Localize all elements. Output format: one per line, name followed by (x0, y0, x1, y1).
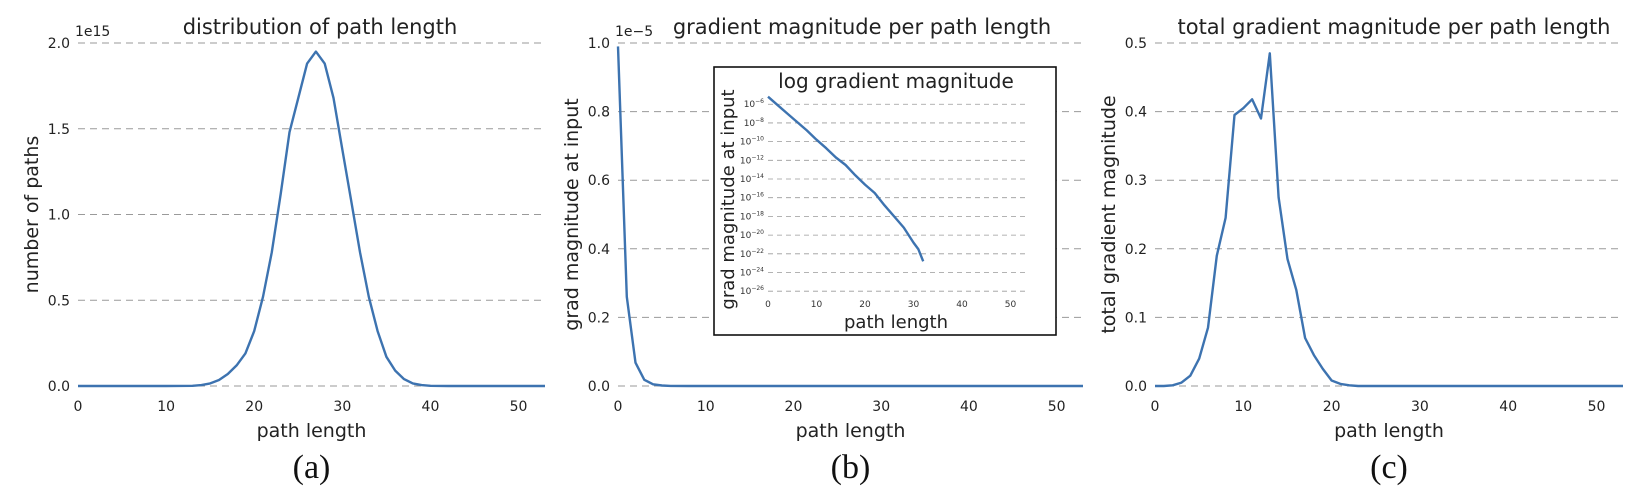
x-tick-label: 10 (157, 399, 175, 415)
x-tick-label: 20 (785, 399, 803, 415)
inset-y-axis-label: grad magnitude at input (718, 89, 739, 309)
inset-chart: 10−2610−2410−2210−2010−1810−1610−1410−12… (713, 66, 1057, 336)
panel-label: (a) (293, 449, 331, 486)
inset-title: log gradient magnitude (778, 69, 1014, 93)
y-tick-label: 1.0 (588, 36, 610, 52)
chart-title: distribution of path length (183, 15, 458, 39)
y-axis-multiplier: 1e−5 (615, 24, 653, 40)
x-tick-label: 30 (333, 399, 351, 415)
y-axis-label: number of paths (21, 136, 43, 294)
y-tick-label: 0.0 (48, 379, 70, 395)
x-tick-label: 20 (1323, 399, 1341, 415)
inset-x-tick-label: 50 (1005, 300, 1017, 310)
inset-frame (713, 66, 1057, 336)
x-tick-label: 0 (1151, 399, 1160, 415)
x-tick-label: 0 (74, 399, 83, 415)
x-tick-label: 10 (697, 399, 715, 415)
x-tick-label: 40 (960, 399, 978, 415)
inset-x-axis-label: path length (844, 312, 948, 333)
x-tick-label: 50 (1048, 399, 1066, 415)
x-tick-label: 50 (1588, 399, 1606, 415)
x-tick-label: 30 (872, 399, 890, 415)
y-tick-label: 0.4 (1125, 105, 1147, 121)
x-tick-label: 40 (422, 399, 440, 415)
chart-panel-3: 0.0 0.1 0.2 0.3 0.4 0.5 0 10 20 30 40 50 total gradi… (1098, 15, 1623, 486)
inset-x-tick-label: 10 (811, 300, 823, 310)
chart-panel-2: 0.0 0.2 0.4 0.6 0.8 1.0 0 10 20 30 40 50 1e−5 gradien… (561, 15, 1083, 486)
y-tick-label: 0.1 (1125, 310, 1147, 326)
chart-title: total gradient magnitude per path length (1177, 15, 1610, 39)
series-line (1155, 52, 1623, 388)
y-tick-label: 0.0 (1125, 379, 1147, 395)
inset-series-line (767, 95, 925, 262)
inset-x-tick-label: 40 (956, 300, 968, 310)
y-tick-label: 2.0 (48, 36, 70, 52)
y-axis-label: grad magnitude at input (561, 98, 583, 330)
inset-x-tick-label: 30 (908, 300, 920, 310)
y-tick-label: 1.5 (48, 122, 70, 138)
x-tick-label: 30 (1411, 399, 1429, 415)
x-tick-label: 10 (1234, 399, 1252, 415)
series-line (78, 50, 545, 388)
chart-title: gradient magnitude per path length (673, 15, 1051, 39)
x-tick-label: 20 (245, 399, 263, 415)
inset-x-tick-label: 0 (765, 300, 771, 310)
x-tick-label: 40 (1499, 399, 1517, 415)
y-tick-label: 0.8 (588, 105, 610, 121)
y-tick-label: 0.2 (1125, 242, 1147, 258)
x-axis-label: path length (1334, 420, 1444, 442)
y-tick-label: 1.0 (48, 208, 70, 224)
panel-label: (b) (831, 449, 871, 486)
x-axis-label: path length (257, 420, 367, 442)
y-tick-label: 0.5 (1125, 36, 1147, 52)
x-axis-label: path length (796, 420, 906, 442)
x-tick-label: 0 (614, 399, 623, 415)
y-tick-label: 0.4 (588, 242, 610, 258)
inset-x-tick-label: 20 (859, 300, 871, 310)
y-tick-label: 0.0 (588, 379, 610, 395)
panel-label: (c) (1370, 449, 1408, 486)
chart-panel-1: 0.0 0.5 1.0 1.5 2.0 0 10 20 30 40 50 1e15 distributi… (21, 15, 545, 486)
y-tick-label: 0.5 (48, 293, 70, 309)
y-tick-label: 0.3 (1125, 173, 1147, 189)
y-axis-multiplier: 1e15 (75, 24, 110, 40)
y-axis-label: total gradient magnitude (1098, 95, 1120, 333)
series-line (616, 46, 1083, 388)
y-tick-label: 0.2 (588, 310, 610, 326)
x-tick-label: 50 (510, 399, 528, 415)
y-tick-label: 0.6 (588, 173, 610, 189)
